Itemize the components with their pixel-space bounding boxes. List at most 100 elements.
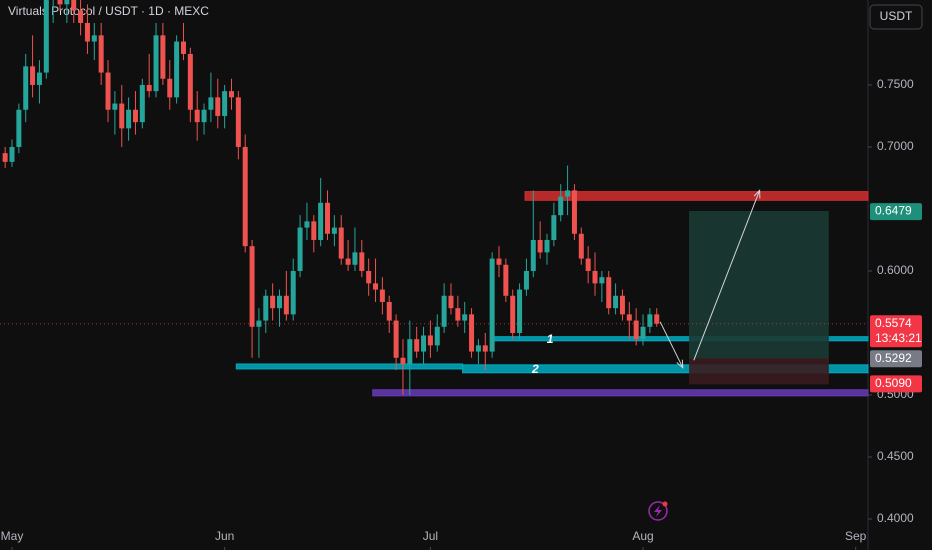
candle: [270, 283, 276, 321]
candle-body: [208, 97, 214, 110]
candle: [427, 320, 433, 358]
zone-label: 2: [531, 362, 539, 376]
candle-body: [64, 0, 70, 5]
candle-body: [510, 295, 516, 333]
candle-body: [91, 35, 97, 42]
candle: [565, 165, 571, 216]
zone: [689, 358, 829, 385]
candle: [64, 0, 70, 23]
y-tick-label: 0.6000: [877, 263, 914, 277]
candle: [23, 53, 29, 123]
candle-body: [201, 109, 207, 123]
candle-body: [571, 190, 577, 234]
candle-body: [565, 190, 571, 197]
price-label-box: [870, 203, 922, 221]
candle-body: [427, 335, 433, 346]
candle: [325, 190, 331, 240]
zone-label: 1: [547, 332, 554, 346]
candle: [448, 283, 454, 315]
candle: [578, 227, 584, 265]
candle: [640, 314, 646, 346]
candle-body: [489, 258, 495, 352]
candle-body: [98, 35, 104, 73]
candle: [503, 258, 509, 302]
candle-body: [9, 146, 15, 162]
candle-body: [379, 289, 385, 302]
candle: [153, 22, 159, 98]
candle-body: [462, 314, 468, 321]
candle-body: [78, 10, 84, 23]
y-tick-label: 0.4500: [877, 449, 914, 463]
candle-body: [311, 221, 317, 240]
candle-body: [222, 91, 228, 116]
candle-body: [633, 320, 639, 340]
candle-body: [277, 295, 283, 309]
candle: [2, 146, 8, 169]
candle-body: [496, 258, 502, 265]
candle: [235, 91, 241, 160]
candle: [386, 295, 392, 333]
y-tick-label: 0.4000: [877, 511, 914, 525]
candle: [647, 308, 653, 333]
candle-body: [160, 35, 166, 79]
candle-body: [105, 72, 111, 110]
candle-body: [345, 258, 351, 265]
candle: [619, 289, 625, 321]
zone: [524, 191, 869, 201]
candle: [613, 283, 619, 315]
candle-body: [393, 320, 399, 358]
candle: [9, 139, 15, 167]
candle-body: [551, 215, 557, 240]
candle-body: [126, 109, 132, 129]
candle: [606, 270, 612, 315]
candle: [455, 295, 461, 327]
candle-body: [187, 53, 193, 110]
price-label-box: [870, 375, 922, 393]
candle: [592, 252, 598, 296]
candle: [633, 308, 639, 346]
candle-body: [626, 314, 632, 321]
candle-body: [290, 270, 296, 315]
candle: [132, 91, 138, 135]
x-tick-label: Aug: [632, 529, 653, 543]
candle: [373, 258, 379, 302]
candle-body: [414, 339, 420, 352]
candle: [180, 22, 186, 61]
zone: [372, 389, 869, 397]
candle-body: [455, 308, 461, 321]
chart-title: Virtuals Protocol / USDT · 1D · MEXC: [8, 4, 209, 18]
candle: [475, 339, 481, 364]
candle: [469, 308, 475, 358]
candle-body: [537, 239, 543, 253]
price-label-box: [870, 350, 922, 368]
candle-body: [482, 345, 488, 352]
arrow: [693, 190, 761, 361]
candle-body: [475, 345, 481, 352]
candle: [290, 258, 296, 321]
arrow-head: [676, 359, 684, 369]
candle-body: [386, 301, 392, 321]
candle: [489, 252, 495, 358]
candle: [551, 202, 557, 247]
candle: [249, 239, 255, 358]
candle: [57, 0, 63, 11]
price-label: 0.5090: [875, 376, 912, 390]
candle: [187, 47, 193, 123]
candle: [654, 308, 660, 327]
candle: [414, 326, 420, 358]
candle-body: [421, 335, 427, 352]
candle-body: [228, 91, 234, 98]
candle: [318, 177, 324, 247]
candle: [523, 258, 529, 296]
candle: [537, 221, 543, 259]
currency-button[interactable]: [869, 4, 923, 30]
candle: [544, 233, 550, 265]
candle: [359, 239, 365, 278]
candle-body: [578, 233, 584, 259]
candle: [510, 289, 516, 340]
candle-body: [2, 153, 8, 162]
x-tick-label: Sep: [845, 529, 867, 543]
candle: [462, 301, 468, 333]
candle: [201, 103, 207, 135]
candle-body: [249, 246, 255, 327]
